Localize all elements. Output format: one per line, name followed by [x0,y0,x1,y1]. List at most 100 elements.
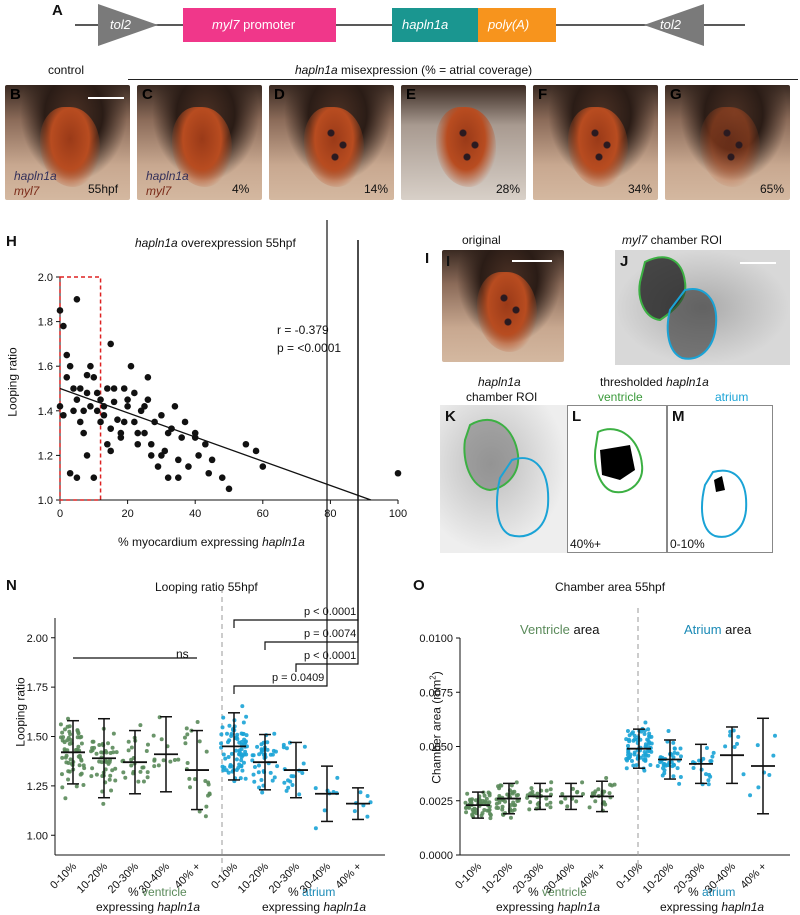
n-point [145,770,150,775]
n-point [291,774,296,779]
n-point [244,714,249,719]
n-point [197,809,202,814]
h-point [120,385,128,392]
h-point [56,403,64,410]
photo-g-pct: 65% [760,182,785,196]
n-point [302,744,307,749]
n-point [138,769,143,774]
stain-c-1: hapln1a [146,169,189,183]
h-point [147,452,155,459]
n-point [97,759,102,764]
scale-bar-i [512,260,552,262]
h-xlabel: % myocardium expressing hapln1a [118,535,305,549]
o-point [671,755,676,760]
panel-label-e: E [406,86,417,103]
n-point [301,761,306,766]
n-point [156,763,161,768]
o-point [672,750,677,755]
n-point [365,793,370,798]
n-point [159,737,164,742]
n-point [129,757,134,762]
h-point [175,456,182,464]
n-point [101,801,106,806]
n-xtick-label: 40% + [172,861,203,892]
o-point [544,788,549,793]
n-point [240,768,245,773]
n-point [260,790,265,795]
o-point [728,733,733,738]
o-point [560,791,565,796]
n-point [92,745,97,750]
h-xtick-label: 20 [121,508,133,520]
n-p-bracket [233,220,328,694]
o-point [508,815,513,820]
o-point [631,763,636,768]
stain-b-2: myl7 [14,184,40,198]
o-point [463,806,468,811]
h-ytick-label: 1.2 [38,450,53,462]
o-point [672,763,677,768]
o-point [565,804,570,809]
n-point [223,756,228,761]
o-point [548,800,553,805]
n-point [204,749,209,754]
o-point [467,805,472,810]
tol2-left-arrow [98,4,158,46]
panel-label-n: N [6,577,17,594]
h-point [110,385,118,392]
h-point [205,469,213,477]
n-point [284,746,289,751]
h-xtick-label: 60 [257,508,269,520]
o-point [486,808,491,813]
o-point [509,783,514,788]
o-point [470,812,475,817]
n-point [121,770,126,775]
o-xl2-a: expressing hapln1a [660,900,765,914]
o-point [544,796,549,801]
h-point [131,389,138,397]
n-ytick-label: 1.50 [27,732,48,744]
o-point [642,732,647,737]
n-point [108,773,113,778]
o-point [574,799,579,804]
k-label-1: hapln1a [478,375,521,389]
polya-box [478,8,556,42]
n-xtick-label: 10-20% [236,860,271,895]
o-point [649,749,654,754]
n-point [243,740,248,745]
h-point [90,474,98,482]
n-point [234,757,239,762]
h-point [127,362,135,370]
o-point [703,772,708,777]
n-point [286,785,291,790]
n-point [62,727,67,732]
n-point [256,763,261,768]
n-point [106,741,111,746]
n-point [256,770,261,775]
n-point [152,764,157,769]
n-point [322,808,327,813]
o-point [580,780,585,785]
n-point [229,751,234,756]
n-point [244,744,249,749]
n-point [252,779,257,784]
h-point [73,296,81,303]
o-point [580,791,585,796]
h-point [124,396,131,403]
n-point [185,732,190,737]
o-point [756,785,761,790]
h-point [76,385,84,392]
o-xtick-label: 10-20% [480,860,515,895]
o-point [596,787,601,792]
n-point [67,741,72,746]
n-point [188,785,193,790]
n-point [203,814,208,819]
n-p-bracket [233,240,359,628]
o-xtick-label: 10-20% [641,860,676,895]
n-point [221,752,226,757]
n-point [241,720,246,725]
o-point [634,763,639,768]
n-point [241,760,246,765]
n-point [110,745,115,750]
photo-d-pct: 14% [364,182,389,196]
